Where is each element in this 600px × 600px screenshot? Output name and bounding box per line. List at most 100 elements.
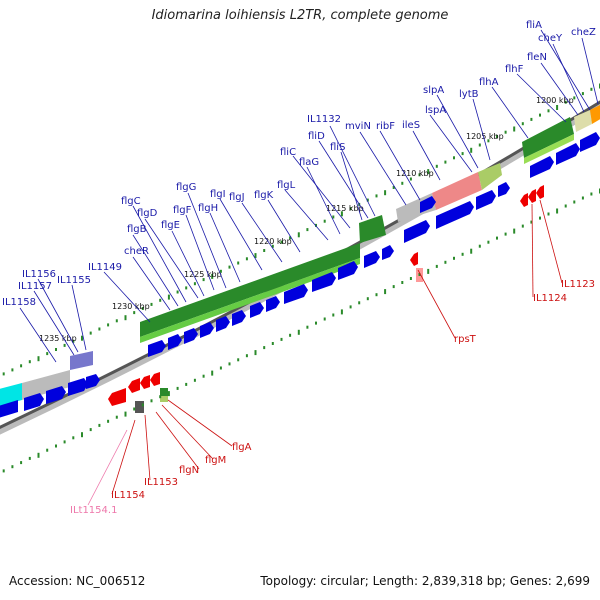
tick-mark xyxy=(323,219,326,223)
tick-mark xyxy=(81,432,83,438)
tick-mark xyxy=(487,139,490,143)
cds-arrow xyxy=(68,378,88,396)
feature-band-green-right xyxy=(522,117,574,158)
tick-mark xyxy=(150,302,153,306)
gene-label: ileS xyxy=(402,120,420,131)
gene-label: ribF xyxy=(376,121,395,132)
tick-mark xyxy=(315,321,317,325)
tick-mark xyxy=(159,395,162,399)
tick-mark xyxy=(409,177,412,181)
tick-mark xyxy=(11,465,14,469)
cds-arrow xyxy=(312,272,336,292)
tick-mark xyxy=(539,216,541,220)
tick-mark xyxy=(530,220,533,224)
scale-label: 1205 kbp xyxy=(466,132,504,141)
scale-label: 1230 kbp xyxy=(112,302,150,311)
tick-mark xyxy=(470,248,473,254)
tick-mark xyxy=(263,249,266,252)
tick-mark xyxy=(306,228,309,232)
feature-band-cream xyxy=(574,110,592,132)
tick-mark xyxy=(461,152,464,156)
tick-mark xyxy=(409,277,412,280)
tick-mark xyxy=(573,96,576,100)
tick-mark xyxy=(37,356,40,362)
tick-mark xyxy=(444,160,447,164)
accession-text: Accession: NC_006512 xyxy=(9,574,146,588)
cds-arrow xyxy=(232,310,246,326)
tick-mark xyxy=(115,319,118,323)
gene-label: IL1155 xyxy=(57,275,91,286)
tick-mark xyxy=(349,305,352,309)
forward-leader-lines xyxy=(19,29,599,363)
cds-arrow xyxy=(46,386,66,404)
tick-mark xyxy=(349,207,352,211)
tick-mark xyxy=(167,294,170,300)
tick-mark xyxy=(271,342,274,345)
tick-mark xyxy=(141,307,144,310)
tick-mark xyxy=(418,173,421,177)
tick-mark xyxy=(401,281,404,284)
gene-label: cheR xyxy=(124,246,149,257)
tick-mark xyxy=(20,461,23,465)
cds-arrow xyxy=(364,251,380,268)
gene-label: IL1124 xyxy=(533,293,567,304)
cds-arrow xyxy=(140,375,150,389)
tick-mark xyxy=(28,456,31,460)
tick-mark xyxy=(81,335,83,341)
gene-label: slpA xyxy=(423,85,444,96)
gene-label: fliD xyxy=(308,131,325,142)
tick-mark xyxy=(332,215,335,219)
gene-label: flgK xyxy=(254,190,274,201)
tick-mark xyxy=(530,117,533,121)
forward-gene-labels: fliA cheY cheZ fleN flhF flhA lytB slpA … xyxy=(2,20,596,308)
tick-mark xyxy=(297,232,300,238)
scale-label: 1210 kbp xyxy=(396,169,434,178)
scale-ticks xyxy=(2,83,600,473)
tick-mark xyxy=(89,331,92,335)
forward-cds-track xyxy=(0,132,600,418)
tick-mark xyxy=(254,253,257,259)
cds-arrow xyxy=(128,378,140,393)
tick-mark xyxy=(556,208,559,214)
cds-arrow xyxy=(536,185,544,199)
reverse-gene-labels: IL1123 IL1124 rpsT flgA flgM flgN IL1153… xyxy=(111,279,595,501)
tick-mark xyxy=(470,147,473,153)
tick-mark xyxy=(289,333,292,337)
cds-arrow xyxy=(528,189,536,203)
tick-mark xyxy=(98,327,101,331)
tick-mark xyxy=(55,348,57,351)
gene-label: IL1123 xyxy=(561,279,595,290)
scale-label: 1215 kbp xyxy=(326,204,364,213)
gene-label: IL1157 xyxy=(18,281,52,292)
gene-label: fliA xyxy=(526,20,542,31)
tick-mark xyxy=(133,311,136,315)
tick-mark xyxy=(89,428,92,432)
gene-label: flgH xyxy=(198,203,218,214)
feature-band-pink xyxy=(432,172,482,210)
tick-mark xyxy=(358,301,361,305)
tick-mark xyxy=(115,415,118,419)
tick-mark xyxy=(98,423,101,427)
tick-mark xyxy=(384,289,387,295)
cds-arrow xyxy=(266,296,280,312)
feature-band-yellowgreen xyxy=(478,163,502,190)
tick-mark xyxy=(366,297,369,301)
tick-mark xyxy=(245,354,248,358)
tick-mark xyxy=(453,156,455,160)
cds-arrow xyxy=(108,388,126,406)
tick-mark xyxy=(444,260,447,264)
gene-label: flgL xyxy=(277,180,296,191)
tick-mark xyxy=(521,224,524,228)
tick-mark xyxy=(63,343,66,347)
tick-mark xyxy=(37,452,40,458)
tick-mark xyxy=(427,268,430,274)
feature-band-purple-left xyxy=(70,351,93,370)
feature-band-orange xyxy=(590,105,600,124)
tick-mark xyxy=(340,211,343,217)
cds-arrow xyxy=(284,284,308,304)
tick-mark xyxy=(2,469,5,473)
gene-label: rpsT xyxy=(454,334,477,345)
tick-mark xyxy=(513,228,516,234)
cds-arrow xyxy=(520,193,528,207)
